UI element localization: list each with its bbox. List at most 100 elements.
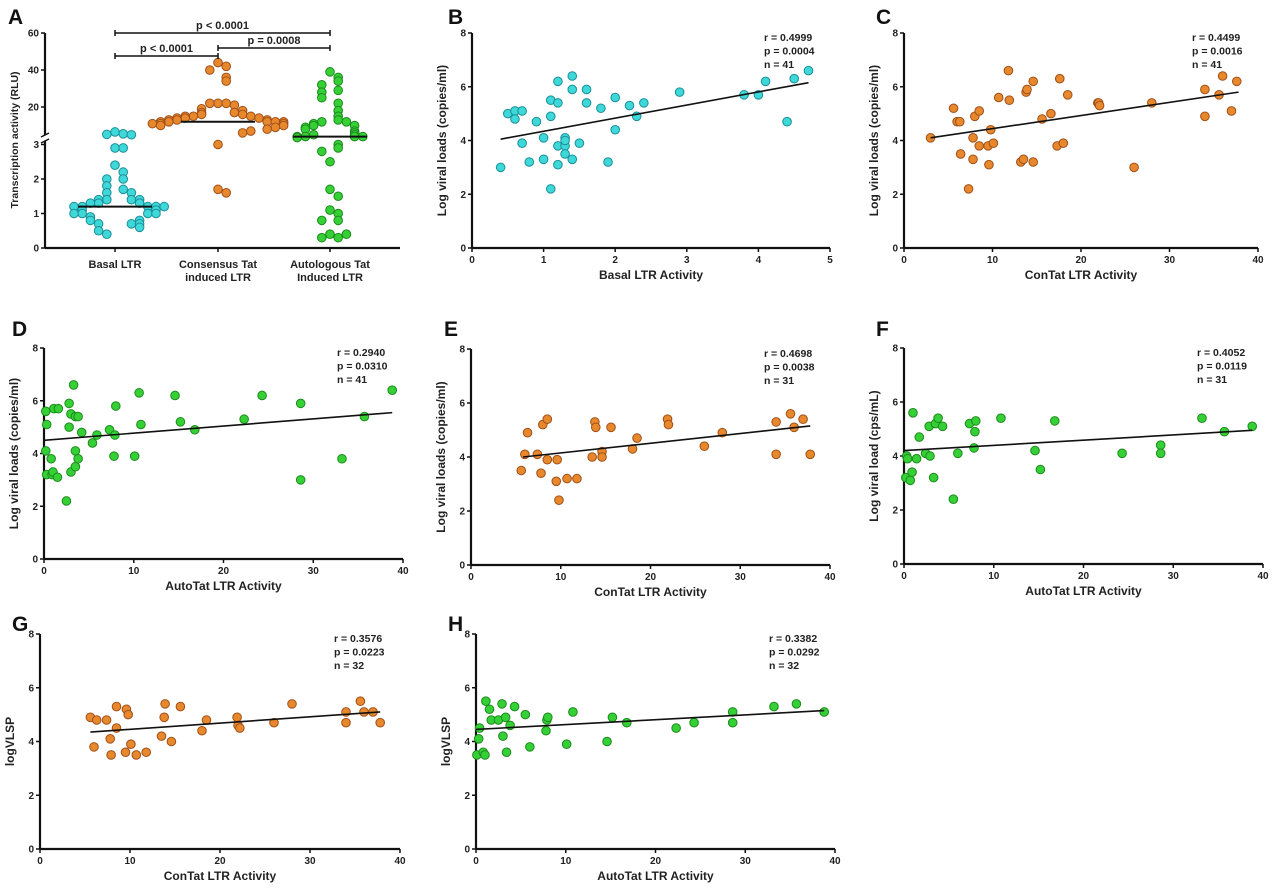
data-point — [532, 449, 543, 460]
panel-letter: C — [876, 6, 891, 29]
panel-g: G 0 10 20 30 40 0 2 4 6 8 ConTat LTR Activity logVLS… — [3, 613, 406, 883]
data-point — [988, 138, 999, 148]
data-point — [596, 103, 606, 114]
x-axis-label: AutoTat LTR Activity — [1025, 584, 1142, 598]
data-point — [553, 98, 563, 108]
y-tick-label: 2 — [892, 506, 898, 517]
data-point — [355, 696, 366, 706]
data-point — [70, 446, 81, 456]
y-axis-label: logVLSP — [3, 717, 17, 766]
x-axis-label: AutoTat LTR Activity — [165, 579, 282, 593]
axis-break-mark — [40, 138, 50, 144]
data-point — [541, 725, 551, 736]
data-point — [91, 715, 102, 725]
data-point — [674, 87, 685, 97]
data-point — [221, 61, 231, 72]
data-point — [325, 205, 335, 215]
y-axis-label: Transcription activity (RLU) — [9, 71, 21, 208]
x-tick-label: 1 — [541, 255, 547, 266]
data-point — [953, 448, 963, 459]
data-point — [246, 126, 256, 136]
data-point — [235, 723, 245, 733]
data-point — [993, 92, 1004, 103]
data-point — [1028, 76, 1039, 87]
category-label-line: Basal LTR — [89, 259, 142, 271]
y-tick-label: 0 — [459, 561, 465, 572]
data-point — [498, 731, 508, 741]
data-point — [102, 194, 112, 205]
x-tick-label: 40 — [1257, 571, 1269, 582]
category-label: Basal LTR — [89, 259, 142, 271]
data-point — [1004, 95, 1015, 105]
stat-n: n = 31 — [764, 375, 794, 387]
data-point — [237, 128, 248, 138]
x-tick-label: 30 — [304, 856, 316, 867]
data-point — [333, 232, 344, 243]
data-point — [166, 736, 177, 747]
data-point — [325, 184, 335, 195]
data-point — [110, 127, 120, 137]
x-tick-label: 40 — [394, 856, 406, 867]
data-point — [607, 712, 618, 723]
data-point — [632, 433, 642, 443]
data-point — [317, 92, 327, 103]
data-point — [73, 411, 83, 422]
data-point — [968, 154, 978, 165]
data-point — [1094, 100, 1105, 111]
panel-b: B 0 1 2 3 4 5 0 2 4 6 8 Basal LTR Activity Log viral … — [435, 6, 833, 282]
y-tick-label: 6 — [892, 398, 898, 409]
data-point — [41, 419, 52, 430]
panel-d: D 0 10 20 30 40 0 2 4 6 8 AutoTat LTR Activity Log v… — [7, 318, 409, 593]
x-tick-label: 10 — [987, 255, 999, 266]
stat-n: n = 32 — [334, 660, 364, 672]
y-tick-label: 2 — [33, 175, 39, 186]
x-tick-label: 30 — [1164, 255, 1176, 266]
regression-line — [500, 81, 809, 140]
data-point — [562, 473, 572, 484]
data-point — [542, 454, 553, 465]
data-point — [517, 106, 527, 116]
stat-p: p = 0.0310 — [337, 361, 388, 373]
data-point — [928, 472, 939, 483]
data-point — [1155, 440, 1166, 451]
data-point — [69, 208, 79, 219]
data-point — [531, 116, 542, 127]
data-point — [341, 717, 351, 728]
data-point — [92, 430, 102, 440]
x-tick-label: 20 — [1075, 255, 1087, 266]
y-tick-label: 4 — [892, 452, 898, 463]
y-tick-label: 0 — [28, 845, 34, 856]
data-point — [1035, 464, 1046, 475]
data-point — [257, 390, 267, 401]
stat-n: n = 41 — [337, 374, 367, 386]
y-axis-label: logVLSP — [439, 717, 453, 766]
y-tick-label: 6 — [32, 396, 38, 407]
data-point — [106, 750, 116, 760]
data-point — [159, 712, 169, 723]
data-point — [89, 742, 99, 752]
stat-r: r = 0.4999 — [764, 32, 812, 44]
panel-a: A 0 1 2 3 20 40 60 Transcription activity (RLU) B… — [8, 6, 400, 284]
p-value-label: p = 0.0008 — [248, 35, 301, 47]
data-point — [1231, 76, 1242, 87]
data-point — [136, 419, 146, 430]
p-value-label: p < 0.0001 — [196, 20, 249, 32]
data-point — [308, 129, 319, 140]
data-point — [568, 707, 578, 717]
stat-r: r = 0.4052 — [1197, 347, 1245, 359]
data-point — [969, 443, 979, 453]
data-point — [262, 124, 273, 134]
stat-p: p = 0.0038 — [764, 362, 815, 374]
data-point — [689, 717, 699, 728]
data-point — [798, 414, 808, 425]
data-point — [538, 133, 549, 143]
data-point — [933, 413, 943, 424]
stat-r: r = 0.4499 — [1192, 32, 1240, 44]
data-point — [551, 476, 562, 487]
x-axis-label: Basal LTR Activity — [599, 268, 703, 282]
data-point — [553, 76, 563, 87]
data-point — [87, 438, 98, 448]
data-point — [70, 461, 81, 472]
data-point — [333, 115, 344, 125]
